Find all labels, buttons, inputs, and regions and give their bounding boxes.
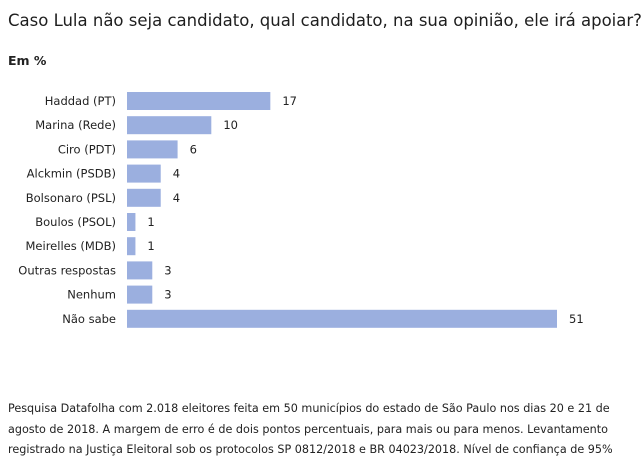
category-label: Outras respostas	[18, 263, 116, 277]
bar-value-label: 17	[282, 94, 297, 108]
category-label: Não sabe	[62, 312, 116, 326]
category-label: Nenhum	[67, 288, 116, 302]
bar	[127, 261, 153, 280]
category-label: Boulos (PSOL)	[35, 215, 116, 229]
category-label: Ciro (PDT)	[58, 142, 116, 156]
bar-value-label: 51	[569, 312, 584, 326]
bar-value-label: 3	[164, 263, 171, 277]
bar-value-label: 10	[223, 118, 238, 132]
bar	[127, 237, 136, 256]
category-label: Haddad (PT)	[45, 94, 116, 108]
bar-value-label: 1	[147, 239, 154, 253]
category-label: Meirelles (MDB)	[26, 239, 117, 253]
bar-chart: Haddad (PT) 17 Marina (Rede) 10 Ciro (PDT) 6 A…	[18, 92, 584, 328]
bar-value-label: 6	[190, 142, 197, 156]
bar-value-label: 4	[173, 167, 180, 181]
bar	[127, 140, 178, 159]
bar	[127, 213, 136, 231]
category-label: Marina (Rede)	[35, 118, 116, 132]
category-label: Bolsonaro (PSL)	[26, 191, 116, 205]
bar	[127, 309, 557, 328]
bar	[127, 116, 212, 135]
bar-value-label: 3	[164, 288, 171, 302]
bar	[127, 164, 161, 183]
bar-value-label: 1	[147, 215, 154, 229]
bar-value-label: 4	[173, 191, 180, 205]
survey-footnote: Pesquisa Datafolha com 2.018 eleitores f…	[8, 402, 613, 456]
bar	[127, 92, 271, 110]
chart-title: Caso Lula não seja candidato, qual candi…	[8, 11, 642, 30]
category-label: Alckmin (PSDB)	[27, 167, 116, 181]
bar	[127, 285, 153, 304]
chart-unit-label: Em %	[8, 53, 47, 68]
bar	[127, 188, 161, 207]
